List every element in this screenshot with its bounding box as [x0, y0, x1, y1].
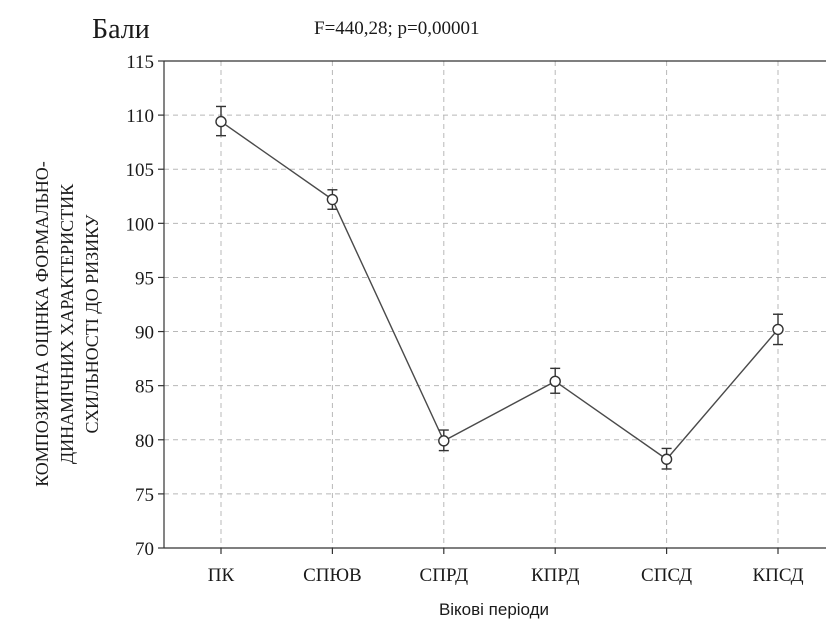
units-label: Бали: [92, 14, 150, 45]
x-tick-label: КПСД: [752, 565, 803, 586]
y-tick-label: 115: [126, 52, 154, 73]
axes-layer: [163, 60, 826, 549]
y-tick-label: 80: [135, 431, 154, 452]
stats-annotation: F=440,28; p=0,00001: [314, 18, 480, 39]
y-axis-title-line-1: КОМПОЗИТНА ОЦІНКА ФОРМАЛЬНО-: [32, 161, 52, 487]
y-tick-label: 100: [126, 214, 155, 235]
x-tick-label: КПРД: [531, 565, 580, 586]
series-layer: [215, 105, 784, 470]
y-tick-label: 75: [135, 485, 154, 506]
data-point: [326, 193, 339, 206]
y-tick-label: 110: [126, 106, 154, 127]
y-axis-title-line-2: ДИНАМІЧНИХ ХАРАКТЕРИСТИК: [57, 183, 77, 464]
data-point-group: [438, 429, 450, 452]
x-tick-label: ПК: [208, 565, 235, 586]
x-axis-title: Вікові періоди: [439, 600, 549, 619]
y-tick-label: 90: [135, 323, 154, 344]
y-tick-label: 85: [135, 377, 154, 398]
data-point-group: [772, 313, 784, 346]
data-point: [660, 453, 673, 465]
x-ticks: ПК СПЮВ СПРД КПРД СПСД КПСД: [208, 548, 804, 586]
data-point: [772, 323, 784, 336]
data-point: [549, 375, 561, 388]
x-tick-label: СПЮВ: [303, 565, 362, 586]
data-point-group: [549, 367, 561, 394]
data-point-group: [660, 447, 673, 470]
y-tick-label: 105: [126, 160, 155, 181]
y-axis-title: КОМПОЗИТНА ОЦІНКА ФОРМАЛЬНО- ДИНАМІЧНИХ …: [32, 161, 102, 487]
grid-layer: [164, 61, 826, 548]
series-line: [220, 121, 779, 461]
y-ticks: 70 75 80 85 90 95 100 105 110 115: [126, 52, 164, 560]
data-point: [215, 115, 227, 128]
y-tick-label: 95: [135, 268, 154, 289]
data-point: [438, 435, 450, 447]
y-axis-title-line-3: СХИЛЬНОСТІ ДО РИЗИКУ: [82, 214, 102, 433]
x-tick-label: СПРД: [420, 565, 469, 586]
y-tick-label: 70: [135, 539, 154, 560]
data-point-group: [326, 189, 339, 210]
x-tick-label: СПСД: [641, 565, 692, 586]
data-point-group: [215, 105, 227, 137]
